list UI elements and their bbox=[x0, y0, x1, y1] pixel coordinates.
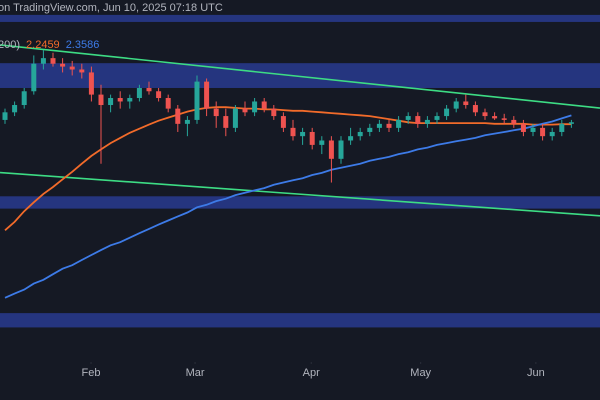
candle-body bbox=[453, 101, 459, 109]
x-tick-label: Apr bbox=[303, 367, 320, 379]
candle-body bbox=[511, 119, 517, 124]
zones bbox=[0, 14, 600, 328]
candle-body bbox=[136, 87, 142, 99]
candle-body bbox=[405, 116, 411, 120]
candle-body bbox=[127, 98, 133, 102]
zone bbox=[0, 63, 600, 88]
trend-line bbox=[0, 44, 600, 109]
candle-body bbox=[165, 98, 171, 109]
candle-body bbox=[367, 127, 373, 132]
zone bbox=[0, 196, 600, 209]
candle-body bbox=[223, 116, 229, 128]
candle-body bbox=[520, 123, 526, 132]
candle-body bbox=[492, 116, 498, 119]
trend-line bbox=[0, 171, 600, 217]
x-tick-label: Jun bbox=[527, 367, 545, 379]
candle-body bbox=[559, 123, 565, 132]
candle-body bbox=[12, 105, 18, 113]
candle-body bbox=[31, 63, 37, 92]
candle-body bbox=[280, 116, 286, 128]
candle-body bbox=[117, 98, 123, 102]
zone bbox=[0, 14, 600, 22]
candle-body bbox=[50, 58, 56, 64]
candle-body bbox=[357, 131, 363, 137]
candle-body bbox=[396, 119, 402, 128]
candle-body bbox=[98, 94, 104, 106]
candle-body bbox=[328, 140, 334, 159]
candle-body bbox=[271, 108, 277, 117]
candle-body bbox=[79, 69, 85, 73]
candle-body bbox=[309, 131, 315, 145]
candle-body bbox=[482, 112, 488, 117]
x-tick-label: Mar bbox=[186, 367, 205, 379]
candle-body bbox=[184, 119, 190, 124]
x-tick-label: May bbox=[410, 367, 431, 379]
candle-body bbox=[549, 131, 555, 137]
source-caption: on TradingView.com, Jun 10, 2025 07:18 U… bbox=[0, 2, 223, 14]
candle-body bbox=[252, 101, 258, 113]
candle-body bbox=[88, 72, 94, 95]
moving-average-line bbox=[4, 106, 572, 231]
plot bbox=[0, 44, 600, 299]
candle-body bbox=[108, 98, 114, 106]
candle-body bbox=[472, 105, 478, 113]
candle-body bbox=[156, 91, 162, 99]
candle-body bbox=[194, 81, 200, 120]
candle-body bbox=[175, 108, 181, 124]
candle-body bbox=[204, 81, 210, 109]
candle-body bbox=[501, 118, 507, 120]
candle-body bbox=[213, 108, 219, 117]
candle-body bbox=[21, 91, 27, 106]
legend-text: 200) bbox=[0, 39, 20, 51]
candle-body bbox=[424, 119, 430, 124]
candle-body bbox=[348, 136, 354, 141]
candle-body bbox=[261, 101, 267, 109]
candle-body bbox=[386, 123, 392, 128]
candle-body bbox=[300, 131, 306, 137]
legend-value: 2.2459 bbox=[26, 39, 60, 51]
candle-body bbox=[444, 108, 450, 117]
candle-body bbox=[40, 58, 46, 64]
candle-body bbox=[463, 101, 469, 106]
candle-body bbox=[338, 140, 344, 159]
candle-body bbox=[242, 108, 248, 113]
candle-body bbox=[530, 127, 536, 132]
candle-body bbox=[376, 123, 382, 128]
candle-body bbox=[540, 127, 546, 137]
candle-body bbox=[319, 140, 325, 145]
x-tick-label: Feb bbox=[82, 367, 101, 379]
candle-body bbox=[2, 112, 8, 120]
candle-body bbox=[146, 87, 152, 92]
candle-body bbox=[290, 127, 296, 137]
candle-body bbox=[434, 116, 440, 120]
candle-body bbox=[568, 122, 574, 124]
candle-body bbox=[232, 108, 238, 128]
candle-body bbox=[69, 66, 75, 70]
legend-value: 2.3586 bbox=[66, 39, 100, 51]
moving-average-line bbox=[4, 114, 572, 299]
candle-body bbox=[60, 63, 66, 67]
zone bbox=[0, 313, 600, 328]
candle-body bbox=[415, 116, 421, 124]
